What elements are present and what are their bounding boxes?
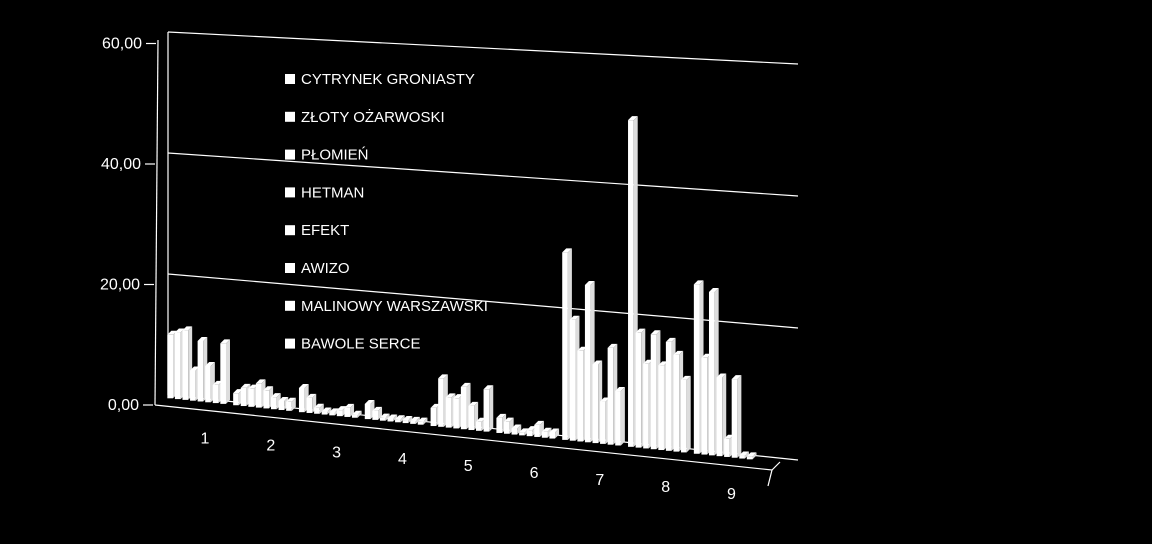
bar [410,416,420,424]
legend-item: HETMAN [285,184,364,201]
category-label: 2 [266,437,275,454]
bar [739,451,749,459]
chart-legend: CYTRYNEK GRONIASTY ZŁOTY OŻARWOSKI PŁOMIEŃ… [285,71,488,353]
legend-swatch [285,74,295,84]
y-tick-label: 60,00 [102,36,142,53]
bar [387,414,398,422]
legend-item: BAWOLE SERCE [285,336,420,353]
bar [511,424,522,435]
legend-label: HETMAN [301,184,364,201]
legend-item: CYTRYNEK GRONIASTY [285,71,475,88]
legend-label: MALINOWY WARSZAWSKI [301,298,488,315]
gridline [167,273,799,329]
legend-swatch [285,149,295,160]
bar [731,375,742,458]
bar [286,397,296,411]
x-axis-edge [767,469,773,487]
x-axis-categories: 1 2 3 4 5 6 7 8 9 [201,430,737,502]
bar [417,417,428,425]
legend-swatch [285,111,295,122]
y-axis-front-line [154,39,159,406]
legend-label: EFEKT [301,222,349,239]
category-label: 1 [201,430,210,447]
category-label: 6 [530,465,539,482]
category-label: 8 [661,479,670,496]
gridline [167,31,799,65]
legend-swatch [285,300,295,311]
legend-label: ZŁOTY OŻARWOSKI [301,108,445,126]
legend-item: ZŁOTY OŻARWOSKI [285,108,445,126]
legend-label: AWIZO [301,260,350,277]
legend-item: PŁOMIEŃ [285,147,369,164]
bar [549,428,560,439]
bar [220,339,230,404]
legend-label: BAWOLE SERCE [301,336,420,353]
legend-swatch [285,263,295,273]
legend-label: PŁOMIEŃ [301,147,369,164]
bar [402,416,413,424]
legend-swatch [285,187,295,198]
bar [615,387,625,446]
bar [716,373,727,457]
bar [746,452,757,460]
legend-label: CYTRYNEK GRONIASTY [301,71,475,88]
legend-swatch [285,225,295,236]
legend-swatch [285,338,295,349]
gridline [167,152,799,197]
category-label: 3 [332,444,341,461]
chart-bars [167,116,757,460]
bar [395,415,405,423]
legend-item: AWIZO [285,260,350,277]
y-tick-label: 0,00 [108,397,139,414]
y-tick-label: 40,00 [101,156,141,173]
category-label: 4 [398,451,407,468]
category-label: 9 [727,486,736,503]
bar [351,410,362,418]
y-axis-ticks: 0,00 20,00 40,00 60,00 [100,36,156,414]
bar [321,407,332,415]
bar [483,385,494,432]
legend-item: EFEKT [285,222,349,239]
bar [681,375,691,453]
bar [314,403,324,414]
legend-item: MALINOWY WARSZAWSKI [285,298,488,315]
category-label: 7 [595,472,604,489]
y-tick-label: 20,00 [100,277,140,294]
bar [379,413,390,421]
category-label: 5 [464,458,473,475]
